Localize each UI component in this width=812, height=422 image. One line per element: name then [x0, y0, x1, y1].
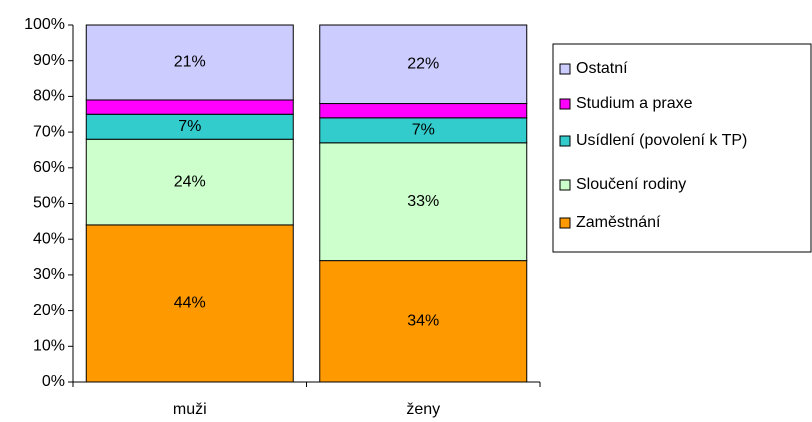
- y-tick-label: 60%: [33, 159, 65, 176]
- data-label: 33%: [407, 193, 439, 210]
- y-tick-label: 30%: [33, 266, 65, 283]
- x-tick-label: ženy: [406, 401, 440, 418]
- y-tick-label: 20%: [33, 302, 65, 319]
- data-label: 7%: [412, 122, 435, 139]
- data-label: 34%: [407, 313, 439, 330]
- data-label: 24%: [174, 173, 206, 190]
- bar-segment: [319, 260, 528, 383]
- legend-label: Usídlení (povolení k TP): [576, 132, 747, 149]
- legend-box: [552, 43, 812, 253]
- legend-swatch: [559, 63, 571, 75]
- bar-segment: [85, 99, 294, 115]
- x-tick-label: muži: [173, 401, 207, 418]
- legend-label: Studium a praxe: [576, 95, 693, 112]
- legend-label: Zaměstnání: [576, 214, 661, 231]
- legend-swatch: [559, 98, 571, 110]
- bar-segment: [85, 224, 294, 383]
- legend-swatch: [559, 217, 571, 229]
- y-tick-label: 80%: [33, 88, 65, 105]
- legend-label: Ostatní: [576, 60, 628, 77]
- y-tick-label: 10%: [33, 338, 65, 355]
- y-tick-label: 100%: [24, 16, 65, 33]
- y-tick-label: 50%: [33, 195, 65, 212]
- y-tick-label: 0%: [42, 373, 65, 390]
- data-label: 7%: [178, 118, 201, 135]
- data-label: 44%: [174, 295, 206, 312]
- legend-swatch: [559, 135, 571, 147]
- legend-swatch: [559, 179, 571, 191]
- bar-segment: [85, 24, 294, 101]
- y-tick-label: 90%: [33, 52, 65, 69]
- bar-segment: [319, 24, 528, 105]
- bar-segment: [85, 138, 294, 226]
- legend-label: Sloučení rodiny: [576, 176, 686, 193]
- y-tick-label: 40%: [33, 230, 65, 247]
- bar-segment: [85, 113, 294, 140]
- bar-segment: [319, 103, 528, 119]
- y-tick-label: 70%: [33, 123, 65, 140]
- bar-segment: [319, 117, 528, 144]
- data-label: 22%: [407, 55, 439, 72]
- data-label: 21%: [174, 54, 206, 71]
